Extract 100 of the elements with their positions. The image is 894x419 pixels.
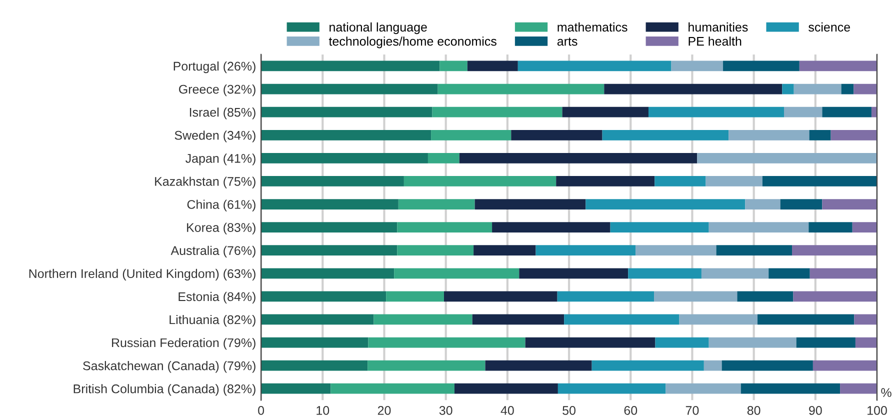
bar [431,130,512,140]
bar [723,60,800,72]
bar [708,222,809,232]
y-tick-label: Korea (83%) [187,222,256,234]
x-tick-label: 90 [809,406,822,415]
bar [586,199,746,210]
bar [628,268,702,279]
bar [261,199,398,210]
x-axis-title: % [881,388,892,397]
bar [474,245,536,256]
legend-label: mathematics [558,22,628,32]
y-tick-label: Northern Ireland (United Kingdom) (63%) [29,268,256,281]
x-tick-label: 0 [258,406,264,415]
y-tick-label: Israel (85%) [190,108,256,120]
bar [708,337,796,348]
bar [655,337,709,348]
bar [841,84,854,94]
bar [737,291,794,302]
bar [636,245,716,256]
bar [261,337,368,348]
bar [830,130,878,140]
y-tick-label: Saskatchewan (Canada) (79%) [83,361,256,373]
bar [398,199,475,210]
bar [799,60,878,72]
bar [330,383,454,394]
bar [261,222,398,232]
bar [261,291,386,302]
x-tick-label: 20 [378,406,391,415]
y-tick-label: Russian Federation (79%) [112,338,256,350]
bar [679,314,758,325]
legend-label: science [808,22,850,32]
bar [784,106,822,118]
bar [697,152,878,164]
x-tick-label: 60 [624,406,638,415]
x-tick-label: 50 [562,406,576,415]
bar [518,60,672,72]
bar [768,268,810,279]
bar [854,314,878,325]
bar [368,337,526,348]
bar [261,383,331,394]
bar [261,314,374,325]
bar [536,245,636,256]
bar [810,268,878,279]
bar [722,360,813,371]
x-tick-label: 40 [500,406,514,415]
bar [261,84,438,94]
bar [428,152,460,164]
bar [812,360,878,371]
bar [728,130,810,140]
bar [474,199,586,210]
bar [762,176,878,186]
bar [394,268,520,279]
bar [745,199,780,210]
bar [459,152,698,164]
bar [557,291,654,302]
bar [454,383,558,394]
x-tick-label: 80 [747,406,760,415]
bar [808,222,852,232]
y-tick-label: Sweden (34%) [174,130,256,142]
bar [261,106,432,118]
bar [485,360,592,371]
x-tick-label: 10 [316,406,330,415]
bar [525,337,656,348]
bar [261,60,440,72]
bar [740,383,840,394]
bar [519,268,628,279]
x-tick-label: 70 [686,406,699,415]
bar [397,222,492,232]
bar [793,291,878,302]
bar [374,314,472,325]
bar [654,176,706,186]
y-tick-label: Greece (32%) [179,84,256,96]
legend-label: technologies/home economics [328,36,496,48]
bar [562,106,648,118]
bar [386,291,444,302]
bar [654,291,738,302]
bar [261,268,394,279]
bar [809,130,831,140]
bar [852,222,878,232]
legend-label: humanities [688,22,748,32]
bar [706,176,762,186]
bar [558,383,666,394]
bar [368,360,486,371]
y-tick-label: Kazakhstan (75%) [155,176,256,188]
bar [492,222,610,232]
bar [511,130,602,140]
x-tick-label: 30 [439,406,452,415]
bar [467,60,518,72]
bar [404,176,556,186]
bar [261,130,432,140]
y-tick-label: Portugal (26%) [174,61,256,74]
legend-label: national language [330,22,427,34]
bar [261,360,368,371]
bar [871,106,878,118]
bar [604,84,782,94]
bar [432,106,562,118]
y-tick-label: Estonia (84%) [178,292,256,304]
y-tick-label: Japan (41%) [186,154,256,166]
legend-label: PE health [688,36,742,46]
bar [704,360,722,371]
